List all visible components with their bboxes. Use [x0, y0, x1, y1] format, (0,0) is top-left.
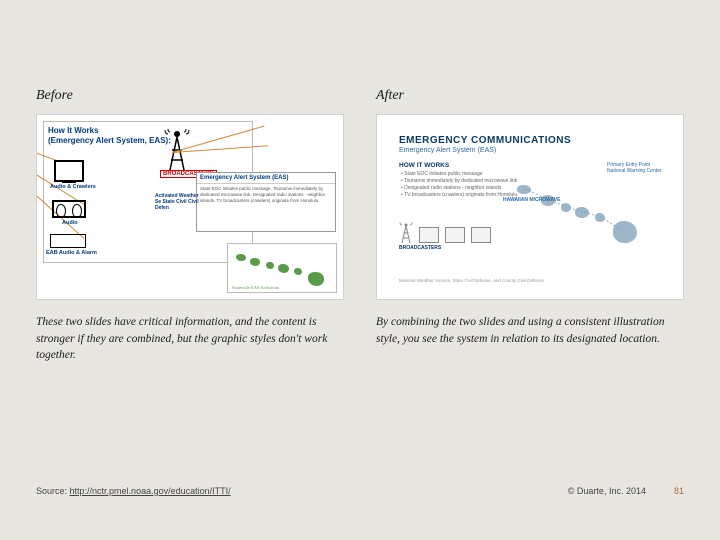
info-body: State EOC initiates public message. Tsun… [197, 184, 335, 206]
source-link[interactable]: http://nctr.pmel.noaa.gov/education/ITTI… [70, 486, 231, 496]
after-footnote: National Weather Service, State Civil De… [399, 278, 544, 283]
copyright: © Duarte, Inc. 2014 [568, 486, 646, 496]
page-footer: Source: http://nctr.pmel.noaa.gov/educat… [36, 486, 684, 496]
island-icon [278, 264, 289, 273]
audio-crawlers-label: Audio & Crawlers [50, 184, 96, 190]
tv-icon [54, 160, 84, 182]
island-icon [308, 272, 324, 286]
hawaii-map [513, 171, 663, 271]
pep-label: Primary Entry Point National Warning Cen… [607, 163, 667, 174]
before-label: Before [36, 88, 344, 104]
after-column: After EMERGENCY COMMUNICATIONS Emergency… [376, 88, 684, 364]
after-subheading: Emergency Alert System (EAS) [399, 147, 673, 154]
island-icon [236, 254, 246, 261]
before-column: Before How It Works (Emergency Alert Sys… [36, 88, 344, 364]
before-info-overlay: Activated Weather Se State Civil Civil D… [196, 172, 336, 232]
info-side-text: Activated Weather Se State Civil Civil D… [155, 193, 199, 211]
after-broadcasters-label: BROADCASTERS [399, 245, 441, 251]
audio-label: Audio [62, 220, 78, 226]
before-caption: These two slides have critical informati… [36, 314, 336, 364]
after-thumbnail: EMERGENCY COMMUNICATIONS Emergency Alert… [376, 114, 684, 300]
title-line1: How It Works [48, 126, 99, 135]
info-title: Emergency Alert System (EAS) [197, 173, 335, 184]
island-icon [250, 258, 260, 266]
eas-box-icon [50, 234, 86, 248]
after-slide: EMERGENCY COMMUNICATIONS Emergency Alert… [387, 125, 673, 289]
radar-label: HAWAIIAN MICROWAVE [503, 197, 560, 203]
source-label: Source: [36, 486, 70, 496]
eas-audio-label: EAB Audio & Alarm [46, 250, 97, 256]
source-line: Source: http://nctr.pmel.noaa.gov/educat… [36, 486, 231, 496]
broadcast-devices [399, 221, 491, 243]
device-icon [445, 227, 465, 243]
device-icon [419, 227, 439, 243]
island-icon [294, 268, 302, 275]
map-caption: Statewide EAS Activation [232, 285, 279, 290]
after-caption: By combining the two slides and using a … [376, 314, 676, 347]
tower-icon [399, 221, 413, 243]
radio-icon [52, 200, 86, 218]
before-slide-main: How It Works (Emergency Alert System, EA… [43, 121, 253, 263]
before-map-overlay: Statewide EAS Activation [227, 243, 337, 293]
island-icon [266, 262, 274, 269]
link-lines [513, 171, 663, 271]
before-thumbnail: How It Works (Emergency Alert System, EA… [36, 114, 344, 300]
title-line2: (Emergency Alert System, EAS): [48, 136, 171, 145]
after-heading: EMERGENCY COMMUNICATIONS [399, 135, 673, 146]
before-slide-title: How It Works (Emergency Alert System, EA… [48, 126, 171, 145]
page-number: 81 [674, 486, 684, 496]
after-label: After [376, 88, 684, 104]
device-icon [471, 227, 491, 243]
